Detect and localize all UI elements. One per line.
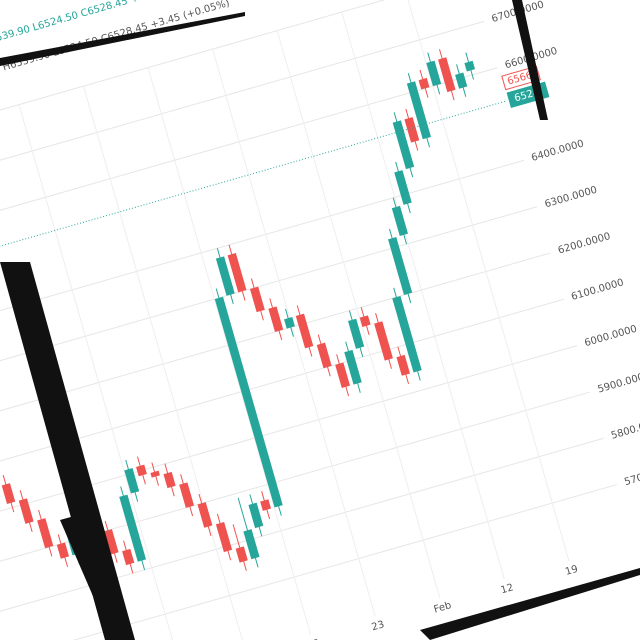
candle-body — [391, 205, 408, 237]
candle-body — [227, 252, 247, 293]
candle-body — [136, 464, 147, 477]
candle-body — [284, 316, 295, 329]
candle-body — [197, 502, 213, 528]
candle-body — [103, 529, 119, 555]
grid-line-v — [212, 48, 376, 617]
candle-body — [438, 57, 456, 93]
candle-body — [268, 306, 284, 332]
candle-body — [392, 120, 415, 170]
candle-body — [295, 313, 314, 349]
date-label: 23 — [370, 619, 385, 633]
candle-body — [150, 470, 160, 478]
frame-edge — [420, 568, 640, 640]
grid-line-v — [341, 11, 505, 580]
candle-body — [249, 286, 265, 313]
candle-body — [396, 354, 410, 376]
candle-body — [388, 237, 413, 295]
candle-body — [316, 342, 332, 369]
candle-body — [214, 296, 283, 508]
candle-body — [404, 117, 420, 143]
frame-edge — [0, 12, 245, 66]
frame-edge — [60, 515, 130, 640]
grid-line-v — [405, 0, 570, 561]
date-label: 19 — [564, 564, 579, 578]
last-price-line — [0, 100, 507, 275]
candle-body — [248, 502, 264, 529]
candle-body — [37, 518, 54, 549]
grid-line — [0, 67, 498, 242]
date-label: 12 — [500, 582, 515, 596]
candle-body — [179, 482, 195, 508]
candle-body — [344, 349, 362, 385]
candle-body — [374, 321, 393, 361]
candle-body — [406, 81, 431, 140]
candle-body — [348, 318, 365, 349]
date-label: 15 — [306, 638, 321, 640]
candle-body — [215, 521, 233, 553]
candle-body — [418, 77, 430, 90]
candle-body — [464, 60, 476, 72]
frame-edge — [512, 0, 548, 120]
candle-body — [163, 471, 176, 489]
candle-body — [394, 170, 412, 205]
grid-line-v — [147, 67, 312, 635]
grid-line-v — [83, 85, 247, 640]
candle-body — [215, 256, 235, 296]
candle-body — [392, 295, 422, 373]
candle-body — [56, 542, 70, 559]
candle-body — [260, 499, 272, 511]
candle-body — [119, 494, 147, 562]
candle-body — [243, 529, 260, 560]
candle-body — [235, 546, 248, 563]
grid-line-v — [18, 104, 183, 640]
date-label: Feb — [433, 600, 453, 615]
candle-body — [1, 483, 16, 505]
candle-body — [124, 468, 140, 494]
frame-edge — [0, 262, 135, 640]
candle-body — [455, 72, 468, 89]
candle-body — [426, 60, 442, 87]
candle-body — [335, 362, 351, 388]
grid-line — [0, 0, 471, 150]
candle-body — [122, 548, 135, 566]
candle-body — [18, 498, 34, 524]
candle-body — [359, 315, 371, 327]
grid-line — [0, 20, 485, 196]
grid-line-v — [276, 30, 441, 598]
